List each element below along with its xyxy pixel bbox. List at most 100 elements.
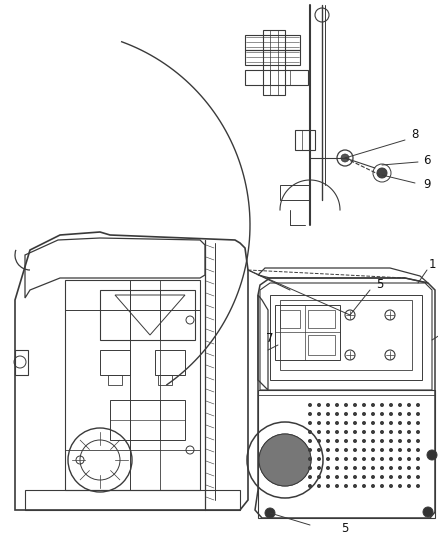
Circle shape [362, 403, 366, 407]
Circle shape [317, 475, 321, 479]
Circle shape [362, 421, 366, 425]
Circle shape [416, 484, 420, 488]
Circle shape [398, 403, 402, 407]
Circle shape [416, 421, 420, 425]
Circle shape [344, 439, 348, 443]
Circle shape [371, 466, 375, 470]
Circle shape [407, 484, 411, 488]
Circle shape [308, 403, 312, 407]
Circle shape [398, 430, 402, 434]
Circle shape [259, 434, 311, 486]
Circle shape [380, 484, 384, 488]
Circle shape [423, 507, 433, 517]
Circle shape [344, 448, 348, 452]
Circle shape [308, 475, 312, 479]
Circle shape [371, 484, 375, 488]
Circle shape [389, 448, 393, 452]
Circle shape [380, 457, 384, 461]
Circle shape [353, 484, 357, 488]
Circle shape [326, 484, 330, 488]
Circle shape [308, 484, 312, 488]
Circle shape [371, 475, 375, 479]
Circle shape [389, 439, 393, 443]
Circle shape [371, 457, 375, 461]
Circle shape [335, 439, 339, 443]
Circle shape [335, 475, 339, 479]
Circle shape [416, 466, 420, 470]
Circle shape [407, 448, 411, 452]
Circle shape [407, 412, 411, 416]
Circle shape [317, 421, 321, 425]
Circle shape [362, 439, 366, 443]
Circle shape [389, 412, 393, 416]
Circle shape [326, 475, 330, 479]
Circle shape [398, 412, 402, 416]
Circle shape [416, 448, 420, 452]
Circle shape [317, 430, 321, 434]
Circle shape [353, 448, 357, 452]
Circle shape [317, 439, 321, 443]
Text: 1: 1 [428, 257, 436, 271]
Circle shape [353, 421, 357, 425]
Circle shape [362, 466, 366, 470]
Circle shape [344, 475, 348, 479]
Circle shape [344, 421, 348, 425]
Circle shape [326, 448, 330, 452]
Text: 8: 8 [411, 128, 419, 141]
Circle shape [389, 430, 393, 434]
Circle shape [326, 466, 330, 470]
Circle shape [344, 430, 348, 434]
Circle shape [308, 466, 312, 470]
Circle shape [362, 430, 366, 434]
Circle shape [398, 466, 402, 470]
Circle shape [353, 412, 357, 416]
Circle shape [389, 484, 393, 488]
Circle shape [416, 475, 420, 479]
Circle shape [389, 421, 393, 425]
Circle shape [317, 448, 321, 452]
Circle shape [398, 457, 402, 461]
Circle shape [317, 403, 321, 407]
Circle shape [371, 421, 375, 425]
Circle shape [308, 439, 312, 443]
Circle shape [353, 403, 357, 407]
Circle shape [362, 457, 366, 461]
Circle shape [407, 457, 411, 461]
Circle shape [380, 439, 384, 443]
Circle shape [380, 403, 384, 407]
Circle shape [389, 457, 393, 461]
Circle shape [265, 508, 275, 518]
Circle shape [362, 484, 366, 488]
Circle shape [389, 403, 393, 407]
Circle shape [353, 439, 357, 443]
Circle shape [398, 475, 402, 479]
Circle shape [353, 457, 357, 461]
Circle shape [344, 403, 348, 407]
Text: 6: 6 [423, 154, 431, 166]
Circle shape [362, 412, 366, 416]
Circle shape [308, 421, 312, 425]
Circle shape [353, 466, 357, 470]
Circle shape [344, 466, 348, 470]
Circle shape [335, 403, 339, 407]
Circle shape [335, 457, 339, 461]
Circle shape [416, 439, 420, 443]
Text: 7: 7 [266, 332, 274, 344]
Circle shape [308, 457, 312, 461]
Circle shape [317, 484, 321, 488]
Circle shape [416, 412, 420, 416]
Circle shape [389, 475, 393, 479]
Circle shape [371, 448, 375, 452]
Circle shape [407, 475, 411, 479]
Circle shape [317, 457, 321, 461]
Circle shape [407, 439, 411, 443]
Circle shape [308, 412, 312, 416]
Circle shape [416, 403, 420, 407]
Circle shape [335, 430, 339, 434]
Text: 9: 9 [423, 179, 431, 191]
Circle shape [353, 430, 357, 434]
Circle shape [380, 475, 384, 479]
Circle shape [380, 412, 384, 416]
Circle shape [344, 412, 348, 416]
Circle shape [380, 448, 384, 452]
